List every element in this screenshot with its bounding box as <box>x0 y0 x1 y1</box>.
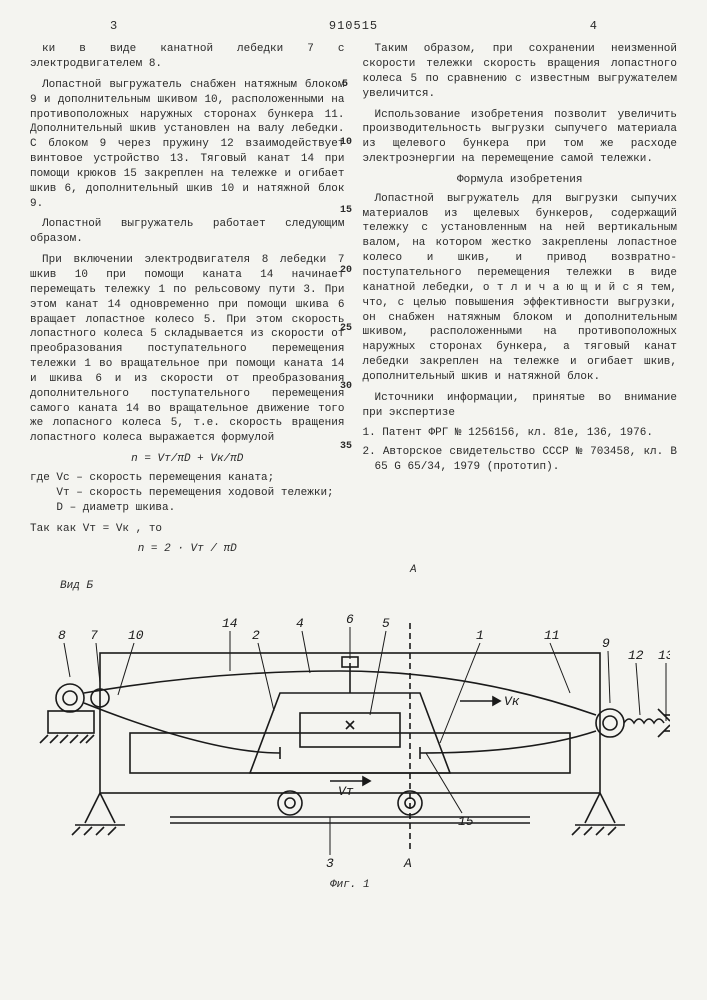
defs: где Vс – скорость перемещения каната; Vт… <box>30 471 345 516</box>
paragraph: Лопастной выгружатель снабжен натяжным б… <box>30 78 345 212</box>
view-label-b: Вид Б <box>60 579 93 594</box>
callout-3: 3 <box>326 856 334 871</box>
page-number-left: 3 <box>110 18 117 34</box>
callout-14: 14 <box>222 616 238 631</box>
line-ref-10: 10 <box>340 136 352 150</box>
refs-title: Источники информации, принятые во вниман… <box>363 391 678 421</box>
def-line: Vт – скорость перемещения ходовой тележк… <box>56 487 333 499</box>
figure-1-diagram: 8 7 10 14 4 6 5 2 1 11 9 12 13 3 15 Vк V… <box>30 603 670 873</box>
left-column: ки в виде канатной лебедки 7 с электродв… <box>30 42 345 561</box>
section-label-a-top: A <box>410 563 417 578</box>
formula-1: n = Vт/πD + Vк/πD <box>30 452 345 467</box>
formula-2: n = 2 · Vт / πD <box>30 542 345 557</box>
line-ref-30: 30 <box>340 380 352 394</box>
paragraph: ки в виде канатной лебедки 7 с электродв… <box>30 42 345 72</box>
paragraph: Лопастной выгружатель работает следующим… <box>30 217 345 247</box>
callout-5: 5 <box>382 616 390 631</box>
callout-1: 1 <box>476 628 484 643</box>
callout-12: 12 <box>628 648 644 663</box>
figure-caption: Фиг. 1 <box>330 878 370 893</box>
paragraph: Так как Vт = Vк , то <box>30 522 345 537</box>
def-line: Vс – скорость перемещения каната; <box>56 472 274 484</box>
callout-8: 8 <box>58 628 66 643</box>
callout-4: 4 <box>296 616 304 631</box>
line-ref-35: 35 <box>340 440 352 454</box>
figure-area: A Вид Б <box>30 573 677 893</box>
defs-label: где <box>30 472 50 484</box>
line-ref-5: 5 <box>342 78 348 92</box>
callout-9: 9 <box>602 636 610 651</box>
claims-title: Формула изобретения <box>363 173 678 188</box>
callout-11: 11 <box>544 628 560 643</box>
paragraph: Таким образом, при сохранении неизменной… <box>363 42 678 101</box>
arrow-vk: Vк <box>504 694 520 709</box>
reference-2: 2. Авторское свидетельство СССР № 703458… <box>375 445 678 475</box>
callout-6: 6 <box>346 612 354 627</box>
line-ref-20: 20 <box>340 264 352 278</box>
line-ref-15: 15 <box>340 204 352 218</box>
page-number-right: 4 <box>590 18 597 34</box>
right-column: Таким образом, при сохранении неизменной… <box>363 42 678 561</box>
section-a-bottom: A <box>403 856 412 871</box>
callout-13: 13 <box>658 648 670 663</box>
reference-1: 1. Патент ФРГ № 1256156, кл. 81е, 136, 1… <box>375 426 678 441</box>
def-line: D – диаметр шкива. <box>56 502 175 514</box>
header-row: 3 910515 4 <box>30 18 677 34</box>
page: 3 910515 4 5 10 15 20 25 30 35 ки в виде… <box>0 0 707 1000</box>
paragraph: Использование изобретения позволит увели… <box>363 108 678 167</box>
paragraph: При включении электродвигателя 8 лебедки… <box>30 253 345 446</box>
callout-7: 7 <box>90 628 98 643</box>
text-columns: ки в виде канатной лебедки 7 с электродв… <box>30 42 677 561</box>
arrow-vt: Vт <box>338 784 354 799</box>
callout-15: 15 <box>458 814 474 829</box>
callout-2: 2 <box>252 628 260 643</box>
callout-10: 10 <box>128 628 144 643</box>
claim-text: Лопастной выгружатель для выгрузки сыпуч… <box>363 192 678 385</box>
line-ref-25: 25 <box>340 322 352 336</box>
document-number: 910515 <box>329 18 378 34</box>
